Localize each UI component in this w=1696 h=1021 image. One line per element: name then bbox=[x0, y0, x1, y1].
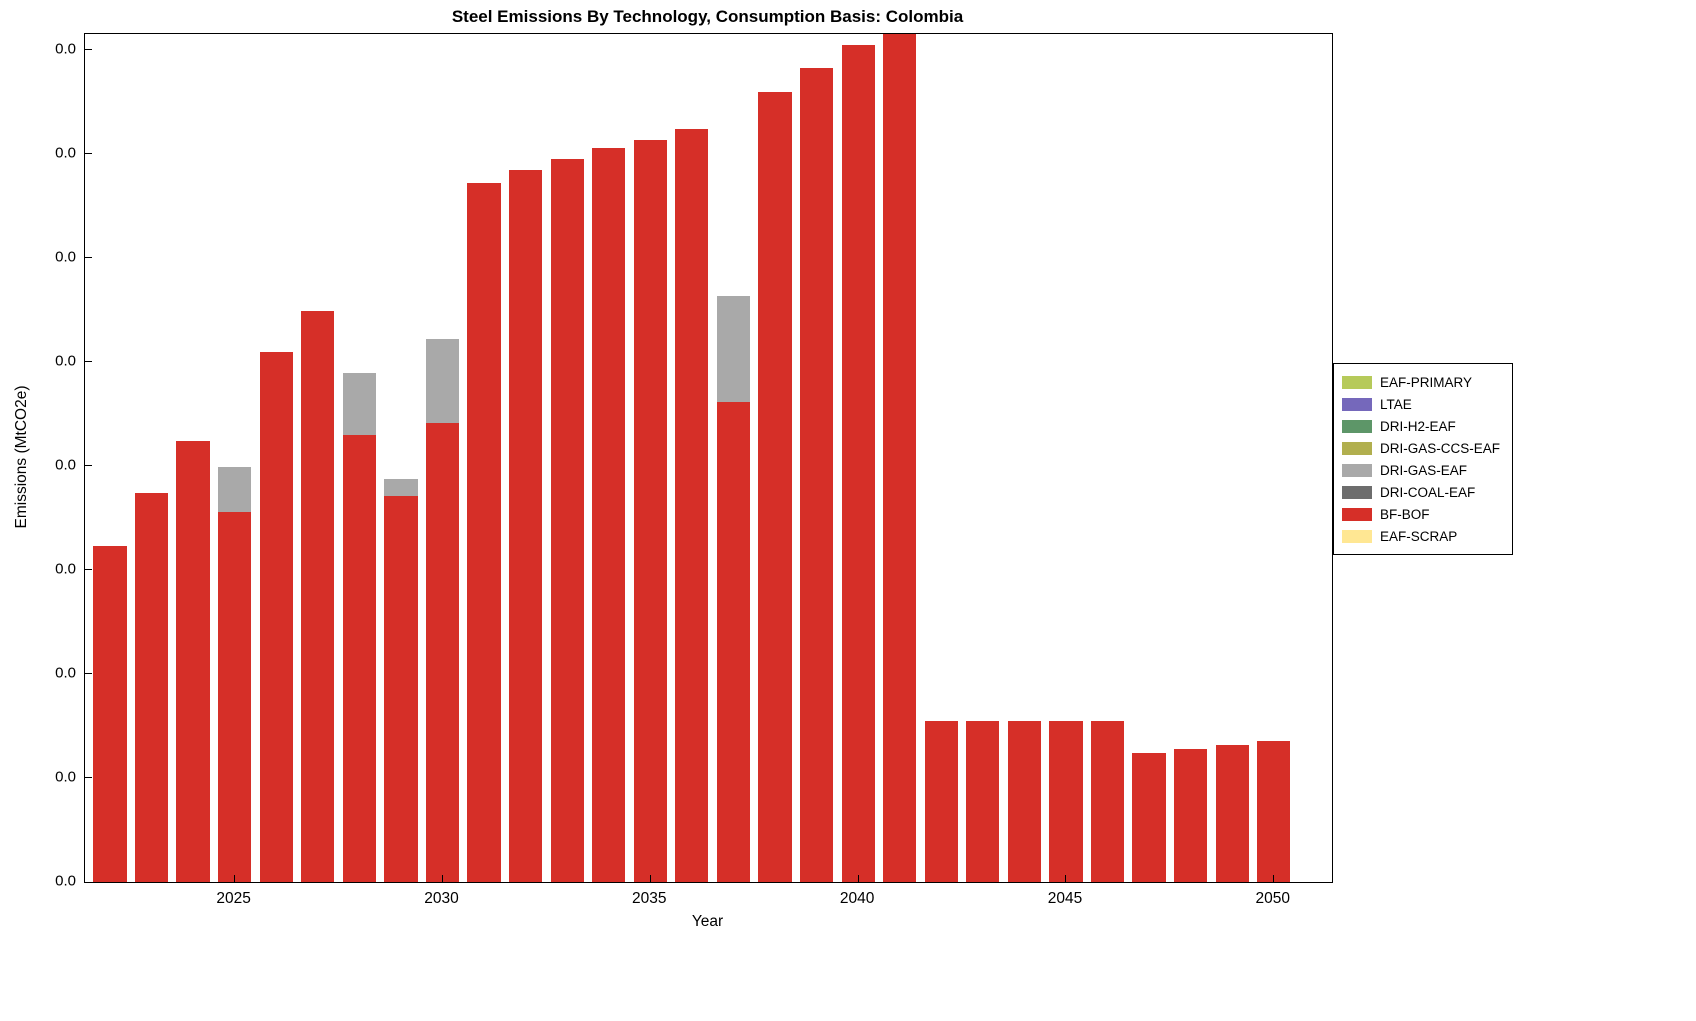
legend-swatch-icon bbox=[1342, 507, 1372, 521]
x-tick-mark bbox=[1065, 875, 1067, 882]
y-tick-label: 0.0 bbox=[55, 352, 76, 370]
bar-segment-2024-BF-BOF bbox=[176, 440, 210, 882]
bar-segment-2023-BF-BOF bbox=[134, 492, 169, 882]
plot-area bbox=[84, 33, 1333, 883]
legend-label: LTAE bbox=[1380, 396, 1412, 412]
bar-segment-2030-BF-BOF bbox=[425, 423, 460, 882]
legend-label: BF-BOF bbox=[1380, 506, 1430, 522]
y-tick-label: 0.0 bbox=[55, 456, 76, 474]
legend-item-LTAE: LTAE bbox=[1342, 393, 1500, 415]
bar-segment-2033-BF-BOF bbox=[550, 158, 584, 882]
x-tick-label: 2045 bbox=[1047, 890, 1083, 907]
x-tick-label: 2030 bbox=[424, 890, 459, 907]
x-tick-mark bbox=[441, 875, 443, 882]
y-tick-label: 0.0 bbox=[55, 40, 76, 58]
x-tick-mark bbox=[857, 875, 859, 882]
legend-swatch-icon bbox=[1342, 441, 1372, 455]
y-tick-label: 0.0 bbox=[55, 248, 76, 266]
x-tick-label: 2035 bbox=[632, 890, 667, 907]
x-tick-label: 2040 bbox=[839, 890, 875, 907]
legend-item-DRI-GAS-EAF: DRI-GAS-EAF bbox=[1342, 459, 1500, 481]
y-tick-label: 0.0 bbox=[55, 560, 76, 578]
bar-segment-2039-BF-BOF bbox=[799, 68, 834, 882]
bar-segment-2049-BF-BOF bbox=[1215, 744, 1249, 882]
y-tick-mark bbox=[85, 881, 92, 882]
legend-item-DRI-H2-EAF: DRI-H2-EAF bbox=[1342, 415, 1500, 437]
bar-segment-2050-BF-BOF bbox=[1257, 740, 1291, 882]
legend: EAF-PRIMARY LTAE DRI-H2-EAF DRI-GAS-CCS-EAF… bbox=[1333, 363, 1514, 555]
bar-segment-2041-BF-BOF bbox=[883, 34, 917, 882]
y-tick-mark bbox=[85, 673, 92, 675]
x-tick-mark bbox=[649, 875, 651, 882]
bar-segment-2030-DRI-GAS-EAF bbox=[425, 338, 460, 424]
x-tick-label: 2025 bbox=[216, 890, 251, 907]
bar-segment-2035-BF-BOF bbox=[633, 140, 667, 882]
legend-label: EAF-SCRAP bbox=[1380, 528, 1458, 544]
x-tick-mark bbox=[234, 875, 236, 882]
bar-segment-2036-BF-BOF bbox=[675, 128, 709, 882]
y-tick-mark bbox=[85, 361, 92, 363]
y-tick-mark bbox=[85, 465, 92, 467]
bar-segment-2022-BF-BOF bbox=[93, 545, 127, 882]
bar-segment-2026-BF-BOF bbox=[259, 352, 293, 882]
legend-item-EAF-SCRAP: EAF-SCRAP bbox=[1342, 525, 1500, 547]
bar-segment-2042-BF-BOF bbox=[924, 720, 958, 882]
legend-item-DRI-COAL-EAF: DRI-COAL-EAF bbox=[1342, 481, 1500, 503]
bar-segment-2025-DRI-GAS-EAF bbox=[218, 466, 252, 512]
bar-segment-2031-BF-BOF bbox=[467, 182, 501, 882]
y-tick-mark bbox=[85, 153, 92, 155]
x-axis-label: Year bbox=[691, 913, 724, 930]
chart-title: Steel Emissions By Technology, Consumpti… bbox=[451, 7, 964, 26]
bar-segment-2025-BF-BOF bbox=[218, 511, 252, 882]
legend-label: EAF-PRIMARY bbox=[1380, 374, 1473, 390]
bar-segment-2028-BF-BOF bbox=[342, 434, 376, 882]
bar-segment-2043-BF-BOF bbox=[966, 720, 1000, 882]
legend-swatch-icon bbox=[1342, 463, 1372, 477]
bar-segment-2037-BF-BOF bbox=[716, 402, 751, 882]
legend-label: DRI-H2-EAF bbox=[1380, 418, 1456, 434]
y-tick-mark bbox=[85, 777, 92, 779]
bar-segment-2048-BF-BOF bbox=[1174, 748, 1208, 882]
bar-segment-2029-DRI-GAS-EAF bbox=[384, 479, 418, 496]
legend-label: DRI-COAL-EAF bbox=[1380, 484, 1476, 500]
bar-segment-2040-BF-BOF bbox=[841, 45, 875, 882]
bar-segment-2028-DRI-GAS-EAF bbox=[342, 373, 376, 435]
bar-segment-2037-DRI-GAS-EAF bbox=[716, 296, 751, 403]
legend-swatch-icon bbox=[1342, 397, 1372, 411]
y-tick-label: 0.0 bbox=[55, 664, 76, 682]
legend-swatch-icon bbox=[1342, 419, 1372, 433]
y-tick-label: 0.0 bbox=[55, 768, 76, 786]
bar-segment-2047-BF-BOF bbox=[1132, 752, 1166, 882]
legend-item-DRI-GAS-CCS-EAF: DRI-GAS-CCS-EAF bbox=[1342, 437, 1500, 459]
bar-segment-2029-BF-BOF bbox=[384, 495, 418, 882]
y-tick-mark bbox=[85, 257, 92, 259]
y-tick-label: 0.0 bbox=[55, 872, 76, 890]
bar-segment-2038-BF-BOF bbox=[758, 92, 792, 882]
legend-label: DRI-GAS-CCS-EAF bbox=[1380, 440, 1501, 456]
legend-swatch-icon bbox=[1342, 375, 1372, 389]
legend-swatch-icon bbox=[1342, 485, 1372, 499]
legend-label: DRI-GAS-EAF bbox=[1380, 462, 1468, 478]
bar-segment-2046-BF-BOF bbox=[1090, 720, 1125, 882]
y-tick-mark bbox=[85, 569, 92, 571]
legend-item-EAF-PRIMARY: EAF-PRIMARY bbox=[1342, 371, 1500, 393]
bar-segment-2034-BF-BOF bbox=[592, 148, 626, 882]
x-tick-label: 2050 bbox=[1255, 890, 1291, 907]
y-tick-mark bbox=[85, 49, 92, 51]
legend-item-BF-BOF: BF-BOF bbox=[1342, 503, 1500, 525]
legend-swatch-icon bbox=[1342, 529, 1372, 543]
bar-segment-2045-BF-BOF bbox=[1049, 720, 1083, 882]
bar-segment-2032-BF-BOF bbox=[508, 170, 543, 882]
bar-segment-2027-BF-BOF bbox=[301, 310, 335, 882]
x-tick-mark bbox=[1273, 875, 1275, 882]
y-tick-label: 0.0 bbox=[55, 144, 76, 162]
bar-segment-2044-BF-BOF bbox=[1007, 720, 1042, 882]
